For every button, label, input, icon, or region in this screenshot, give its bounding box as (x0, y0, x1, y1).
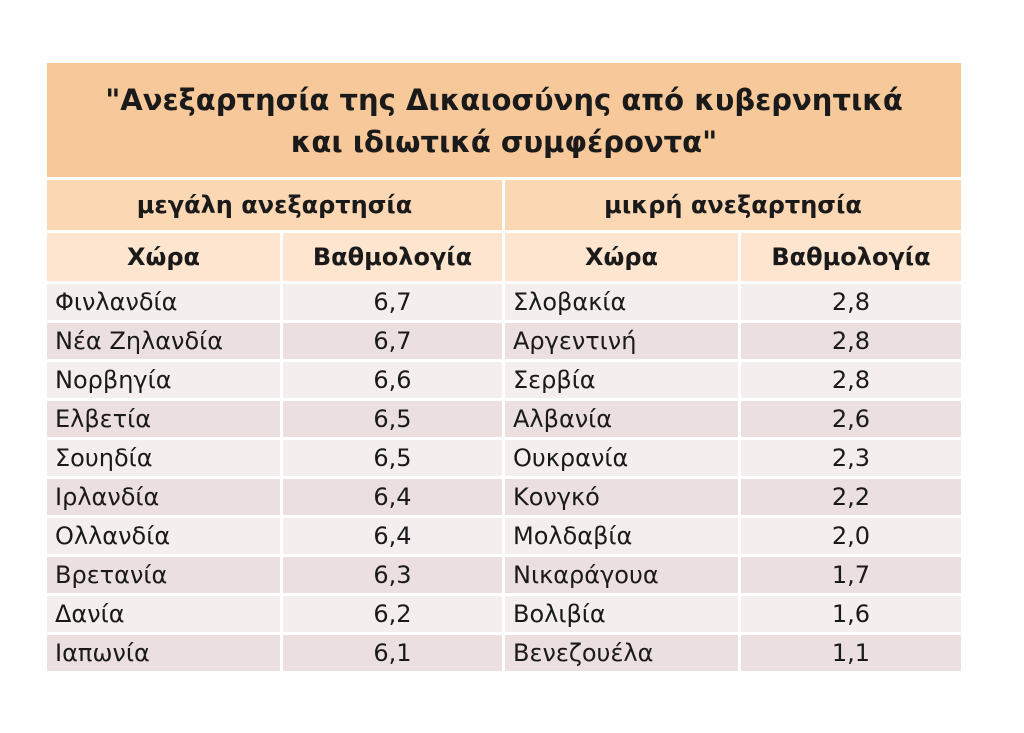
high-country-cell: Σουηδία (44, 437, 283, 479)
low-score-cell: 1,1 (738, 632, 964, 674)
low-country-cell: Αλβανία (502, 398, 741, 440)
column-header-country-high: Χώρα (44, 230, 283, 284)
high-country-cell: Φινλανδία (44, 281, 283, 323)
high-score-cell: 6,5 (280, 437, 505, 479)
table-row: Ιρλανδία 6,4 Κονγκό 2,2 (44, 476, 964, 518)
table-row: Ιαπωνία 6,1 Βενεζουέλα 1,1 (44, 632, 964, 674)
low-score-cell: 2,3 (738, 437, 964, 479)
low-country-cell: Μολδαβία (502, 515, 741, 557)
high-country-cell: Ιρλανδία (44, 476, 283, 518)
column-header-score-high: Βαθμολογία (280, 230, 505, 284)
high-country-cell: Δανία (44, 593, 283, 635)
low-score-cell: 2,8 (738, 359, 964, 401)
high-score-cell: 6,2 (280, 593, 505, 635)
high-score-cell: 6,4 (280, 476, 505, 518)
table-row: Ολλανδία 6,4 Μολδαβία 2,0 (44, 515, 964, 557)
table-row: Ελβετία 6,5 Αλβανία 2,6 (44, 398, 964, 440)
high-score-cell: 6,6 (280, 359, 505, 401)
independence-table-container: "Ανεξαρτησία της Δικαιοσύνης από κυβερνη… (44, 60, 964, 674)
group-header-low-independence: μικρή ανεξαρτησία (502, 177, 964, 233)
low-country-cell: Ουκρανία (502, 437, 741, 479)
table-row: Βρετανία 6,3 Νικαράγουα 1,7 (44, 554, 964, 596)
high-score-cell: 6,3 (280, 554, 505, 596)
low-country-cell: Σλοβακία (502, 281, 741, 323)
low-score-cell: 2,8 (738, 281, 964, 323)
low-country-cell: Βολιβία (502, 593, 741, 635)
high-country-cell: Ελβετία (44, 398, 283, 440)
high-country-cell: Νορβηγία (44, 359, 283, 401)
low-score-cell: 2,2 (738, 476, 964, 518)
high-country-cell: Βρετανία (44, 554, 283, 596)
low-country-cell: Σερβία (502, 359, 741, 401)
high-score-cell: 6,4 (280, 515, 505, 557)
table-row: Νέα Ζηλανδία 6,7 Αργεντινή 2,8 (44, 320, 964, 362)
high-score-cell: 6,7 (280, 281, 505, 323)
high-score-cell: 6,7 (280, 320, 505, 362)
column-header-country-low: Χώρα (502, 230, 741, 284)
low-country-cell: Αργεντινή (502, 320, 741, 362)
low-score-cell: 2,6 (738, 398, 964, 440)
judicial-independence-table: "Ανεξαρτησία της Δικαιοσύνης από κυβερνη… (44, 60, 964, 674)
table-title: "Ανεξαρτησία της Δικαιοσύνης από κυβερνη… (44, 60, 964, 180)
table-row: Δανία 6,2 Βολιβία 1,6 (44, 593, 964, 635)
column-header-score-low: Βαθμολογία (738, 230, 964, 284)
high-country-cell: Ολλανδία (44, 515, 283, 557)
low-score-cell: 1,6 (738, 593, 964, 635)
high-score-cell: 6,5 (280, 398, 505, 440)
high-country-cell: Ιαπωνία (44, 632, 283, 674)
table-row: Σουηδία 6,5 Ουκρανία 2,3 (44, 437, 964, 479)
high-country-cell: Νέα Ζηλανδία (44, 320, 283, 362)
low-score-cell: 1,7 (738, 554, 964, 596)
low-country-cell: Κονγκό (502, 476, 741, 518)
group-header-high-independence: μεγάλη ανεξαρτησία (44, 177, 505, 233)
low-score-cell: 2,0 (738, 515, 964, 557)
table-row: Νορβηγία 6,6 Σερβία 2,8 (44, 359, 964, 401)
table-row: Φινλανδία 6,7 Σλοβακία 2,8 (44, 281, 964, 323)
low-score-cell: 2,8 (738, 320, 964, 362)
low-country-cell: Νικαράγουα (502, 554, 741, 596)
low-country-cell: Βενεζουέλα (502, 632, 741, 674)
high-score-cell: 6,1 (280, 632, 505, 674)
